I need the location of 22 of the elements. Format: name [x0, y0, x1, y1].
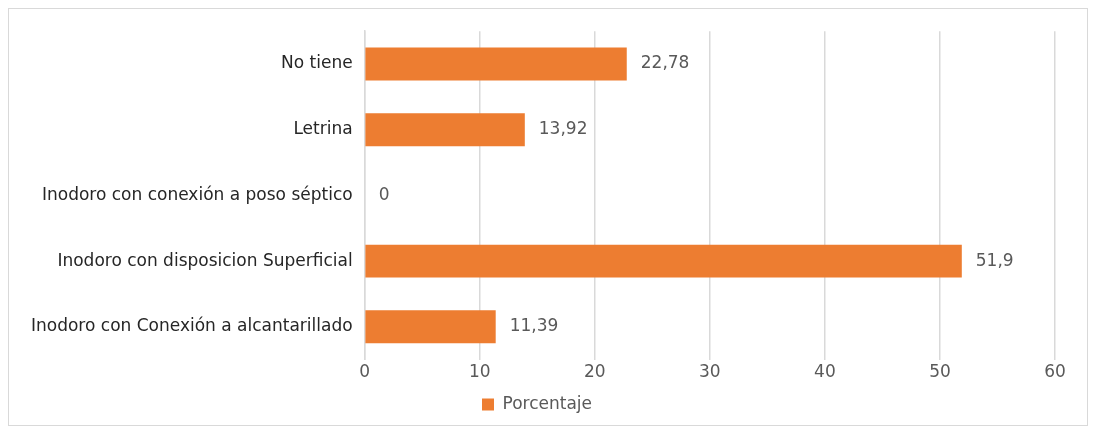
x-tick-label: 10 [468, 361, 491, 382]
bar [365, 310, 496, 344]
y-tick-label: Inodoro con disposicion Superficial [57, 249, 353, 270]
data-label: 13,92 [538, 118, 588, 139]
x-tick-label: 50 [929, 361, 951, 382]
y-tick-label: No tiene [281, 52, 353, 73]
data-label: 11,39 [509, 315, 559, 336]
y-tick-label: Inodoro con Conexión a alcantarillado [30, 315, 353, 336]
data-label: 22,78 [640, 52, 690, 73]
data-label: 51,9 [975, 249, 1014, 270]
x-tick-label: 60 [1044, 361, 1066, 382]
legend-label: Porcentaje [502, 392, 593, 413]
bar [365, 47, 627, 81]
x-tick-label: 40 [814, 361, 836, 382]
bar [365, 113, 525, 147]
x-tick-label: 20 [583, 361, 606, 382]
x-tick-label: 0 [359, 361, 371, 382]
bar [365, 244, 962, 278]
x-tick-label: 30 [699, 361, 721, 382]
data-label: 0 [378, 183, 390, 204]
y-tick-label: Letrina [293, 118, 353, 139]
y-tick-label: Inodoro con conexión a poso séptico [41, 183, 353, 204]
